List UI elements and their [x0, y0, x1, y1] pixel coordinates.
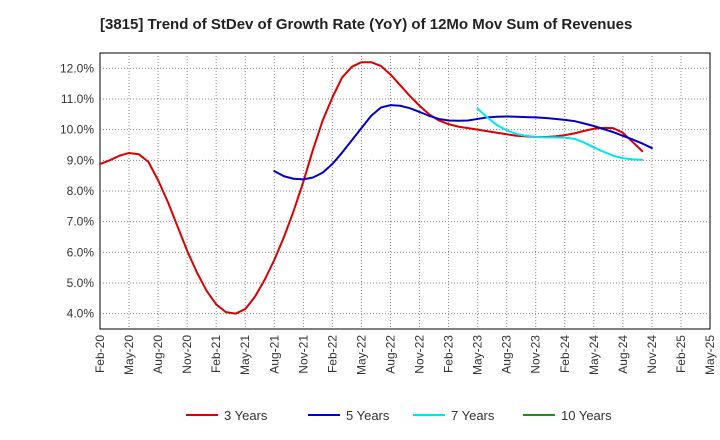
legend-label-10-years: 10 Years: [561, 408, 612, 423]
x-tick-label: Aug-20: [151, 335, 165, 374]
x-tick-label: Feb-25: [674, 335, 688, 373]
y-tick-label: 4.0%: [67, 307, 95, 321]
x-axis-ticks: Feb-20 May-20 Aug-20 Nov-20 Feb-21 May-21 Aug-…: [93, 335, 717, 375]
legend-label-5-years: 5 Years: [346, 408, 390, 423]
y-axis-ticks: 4.0% 5.0% 6.0% 7.0% 8.0% 9.0% 10.0% 11.0% 12.0%: [60, 61, 94, 320]
y-tick-label: 6.0%: [67, 245, 95, 259]
x-tick-label: Nov-22: [413, 335, 427, 374]
x-tick-label: Nov-24: [645, 335, 659, 374]
x-tick-label: Feb-22: [325, 335, 339, 373]
x-tick-label: May-23: [471, 335, 485, 375]
legend-label-3-years: 3 Years: [224, 408, 268, 423]
series-lines: [99, 61, 653, 315]
x-tick-label: Nov-20: [180, 335, 194, 374]
y-tick-label: 11.0%: [61, 92, 94, 106]
x-tick-label: Aug-21: [267, 335, 281, 374]
y-tick-label: 5.0%: [67, 276, 95, 290]
x-tick-label: Aug-22: [383, 335, 397, 374]
x-tick-label: May-21: [238, 335, 252, 375]
x-tick-label: May-22: [354, 335, 368, 375]
x-tick-label: Feb-23: [442, 335, 456, 373]
grid-lines: [100, 53, 710, 329]
x-tick-label: Aug-23: [500, 335, 514, 374]
x-tick-label: Nov-21: [296, 335, 310, 374]
legend: 3 Years 5 Years 7 Years 10 Years: [186, 408, 612, 423]
series-line-7-years: [476, 107, 644, 161]
y-tick-label: 8.0%: [67, 184, 95, 198]
x-tick-label: Feb-21: [209, 335, 223, 373]
plot-area: [99, 52, 711, 330]
y-tick-label: 7.0%: [67, 215, 95, 229]
x-tick-label: Feb-24: [558, 335, 572, 373]
series-line-5-years: [273, 104, 653, 181]
legend-label-7-years: 7 Years: [451, 408, 495, 423]
y-tick-label: 12.0%: [60, 61, 94, 75]
chart-title: [3815] Trend of StDev of Growth Rate (Yo…: [100, 16, 632, 33]
x-tick-label: Feb-20: [93, 335, 107, 373]
x-tick-label: May-24: [587, 335, 601, 375]
x-tick-label: May-25: [703, 335, 717, 375]
x-tick-label: Aug-24: [616, 335, 630, 374]
x-tick-label: Nov-23: [529, 335, 543, 374]
y-tick-label: 9.0%: [67, 153, 95, 167]
x-tick-label: May-20: [122, 335, 136, 375]
y-tick-label: 10.0%: [60, 123, 94, 137]
